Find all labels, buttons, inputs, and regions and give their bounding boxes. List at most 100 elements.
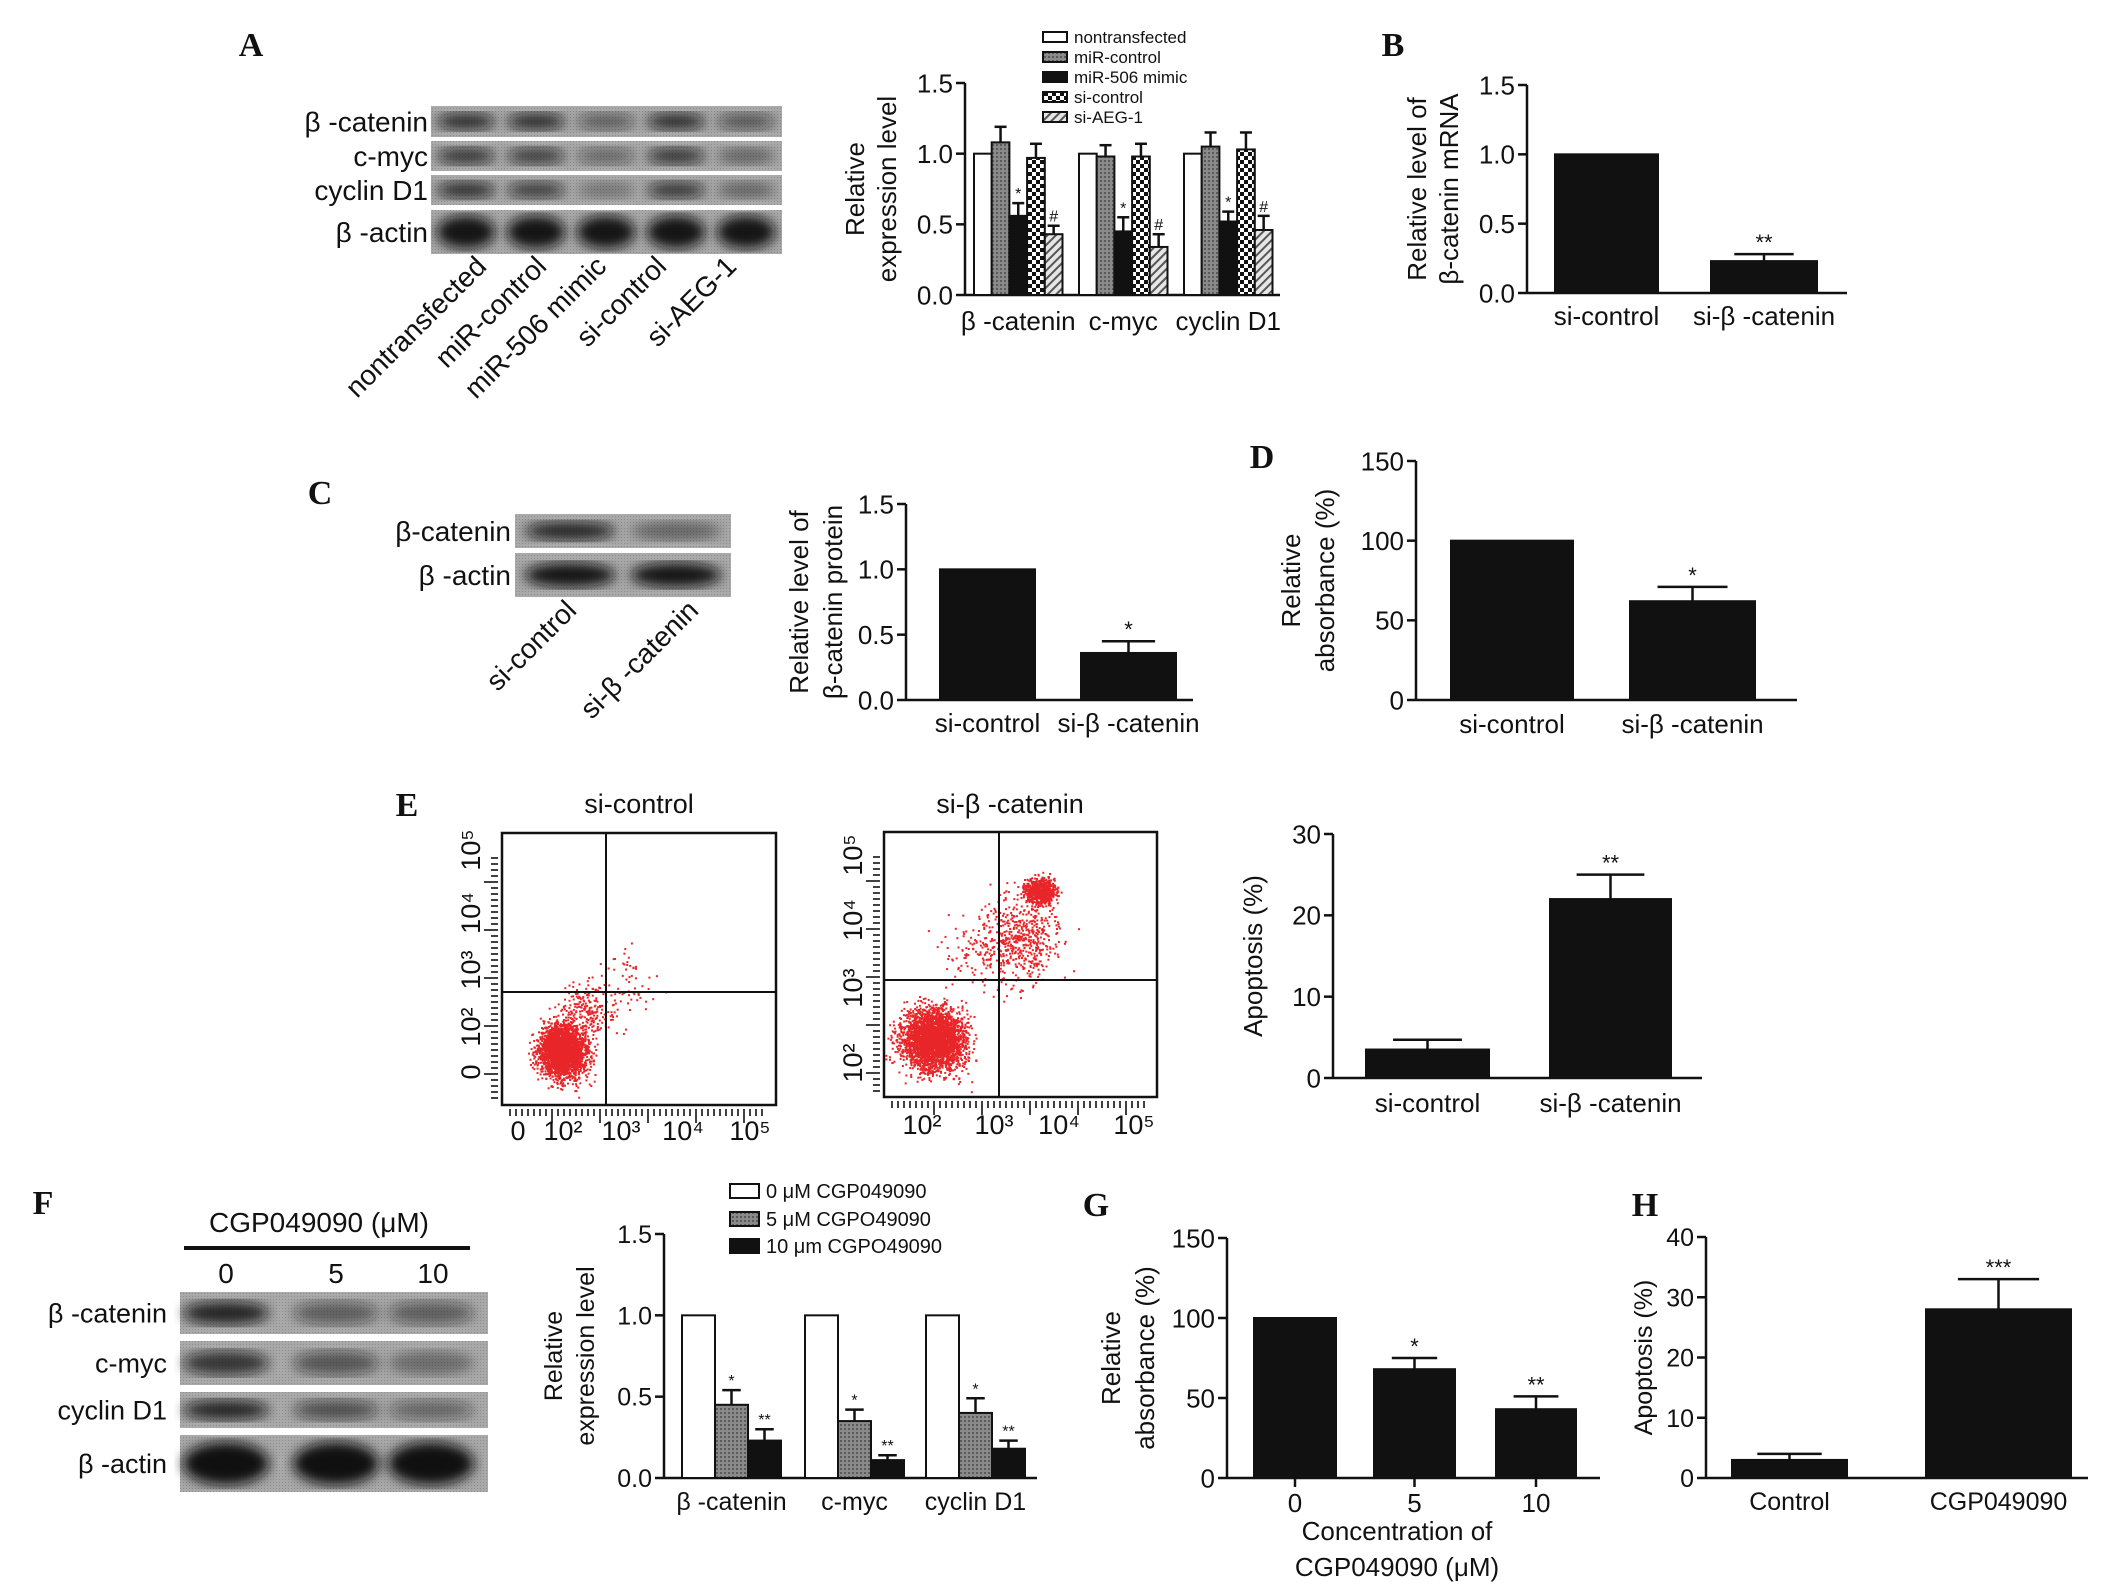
data-point bbox=[568, 992, 571, 995]
data-point bbox=[970, 1091, 973, 1094]
data-point bbox=[595, 1037, 598, 1040]
data-point bbox=[560, 1062, 563, 1065]
data-point bbox=[585, 1020, 588, 1023]
significance-marker: * bbox=[1124, 617, 1133, 642]
x-tick-label: si-β -catenin bbox=[1539, 1088, 1681, 1118]
data-point bbox=[563, 1079, 566, 1081]
data-point bbox=[566, 1067, 569, 1070]
data-point bbox=[572, 985, 575, 988]
data-point bbox=[576, 989, 578, 992]
data-point bbox=[561, 1057, 563, 1060]
data-point bbox=[541, 1077, 544, 1080]
blot-row-label: c-myc bbox=[353, 141, 428, 172]
data-point bbox=[610, 1011, 613, 1014]
data-point bbox=[578, 996, 581, 999]
data-point bbox=[589, 1041, 592, 1044]
y-tick-label: 1.5 bbox=[917, 68, 953, 98]
data-point bbox=[586, 1021, 589, 1024]
data-point bbox=[915, 1009, 918, 1012]
data-point bbox=[902, 1014, 905, 1017]
data-point bbox=[559, 1082, 562, 1085]
data-point bbox=[547, 1026, 550, 1029]
data-point bbox=[952, 1057, 955, 1060]
data-point bbox=[582, 1039, 585, 1042]
data-point bbox=[540, 1052, 543, 1055]
data-point bbox=[581, 1056, 584, 1058]
y-tick-label: 150 bbox=[1361, 446, 1404, 476]
data-point bbox=[555, 1043, 558, 1046]
data-point bbox=[532, 1033, 535, 1036]
data-point bbox=[915, 1024, 918, 1027]
data-point bbox=[553, 1049, 556, 1052]
data-point bbox=[543, 1020, 546, 1023]
data-point bbox=[648, 976, 651, 979]
data-point bbox=[569, 1072, 572, 1075]
data-point bbox=[556, 1071, 559, 1074]
data-point bbox=[601, 1008, 604, 1011]
data-point bbox=[562, 1027, 565, 1030]
data-point bbox=[950, 1028, 953, 1030]
data-point bbox=[580, 1050, 583, 1053]
data-point bbox=[587, 1048, 590, 1050]
legend-label: 0 μM CGP049090 bbox=[766, 1181, 927, 1203]
data-point bbox=[567, 1030, 570, 1033]
data-point bbox=[929, 1070, 932, 1073]
data-point bbox=[949, 1009, 952, 1012]
data-point bbox=[579, 1060, 582, 1063]
data-point bbox=[956, 1042, 959, 1045]
data-point bbox=[576, 1060, 579, 1063]
y-tick-label: 0.0 bbox=[1479, 278, 1515, 308]
data-point bbox=[583, 1016, 586, 1019]
data-point bbox=[591, 976, 594, 979]
data-point bbox=[908, 1029, 911, 1032]
data-point bbox=[574, 1032, 577, 1035]
data-point bbox=[579, 1069, 582, 1071]
data-point bbox=[927, 1013, 930, 1016]
data-point bbox=[935, 1074, 938, 1077]
data-point bbox=[544, 1056, 547, 1059]
legend-label: si-AEG-1 bbox=[1074, 108, 1143, 127]
data-point bbox=[930, 1080, 933, 1083]
data-point bbox=[589, 1060, 591, 1063]
data-point bbox=[578, 1073, 581, 1076]
blot-row-label: β -actin bbox=[336, 217, 428, 248]
data-point bbox=[555, 1034, 558, 1037]
blot-band bbox=[716, 215, 776, 249]
data-point bbox=[585, 1079, 588, 1082]
data-point bbox=[585, 1069, 588, 1072]
x-tick-label: c-myc bbox=[821, 1488, 888, 1516]
data-point bbox=[564, 1042, 566, 1044]
data-point bbox=[550, 1063, 553, 1066]
data-point bbox=[595, 1054, 598, 1057]
data-point bbox=[532, 1051, 535, 1054]
data-point bbox=[568, 1049, 571, 1052]
data-point bbox=[592, 1030, 595, 1033]
data-point bbox=[612, 958, 615, 961]
data-point bbox=[560, 1025, 563, 1028]
blot-band bbox=[387, 1350, 475, 1376]
data-point bbox=[571, 1063, 574, 1066]
data-point bbox=[948, 1015, 950, 1018]
data-point bbox=[575, 1068, 578, 1071]
data-point bbox=[625, 978, 628, 981]
data-point bbox=[955, 1030, 958, 1032]
blot-band bbox=[716, 147, 776, 165]
data-point bbox=[973, 1016, 976, 1018]
data-point bbox=[961, 1064, 964, 1067]
data-point bbox=[590, 1085, 593, 1087]
data-point bbox=[585, 1059, 587, 1062]
data-point bbox=[552, 1050, 554, 1053]
data-point bbox=[595, 999, 598, 1002]
data-point bbox=[647, 988, 650, 990]
x-tick-label: si-β -catenin bbox=[1693, 301, 1835, 331]
data-point bbox=[888, 1056, 891, 1059]
data-point bbox=[568, 1007, 571, 1010]
y-axis-label: Relative bbox=[540, 1311, 568, 1401]
data-point bbox=[955, 1035, 957, 1038]
y-tick-label: 0.0 bbox=[858, 685, 894, 715]
data-point bbox=[935, 1070, 938, 1073]
data-point bbox=[918, 1059, 921, 1062]
data-point bbox=[560, 1037, 563, 1040]
data-point bbox=[549, 1053, 552, 1056]
